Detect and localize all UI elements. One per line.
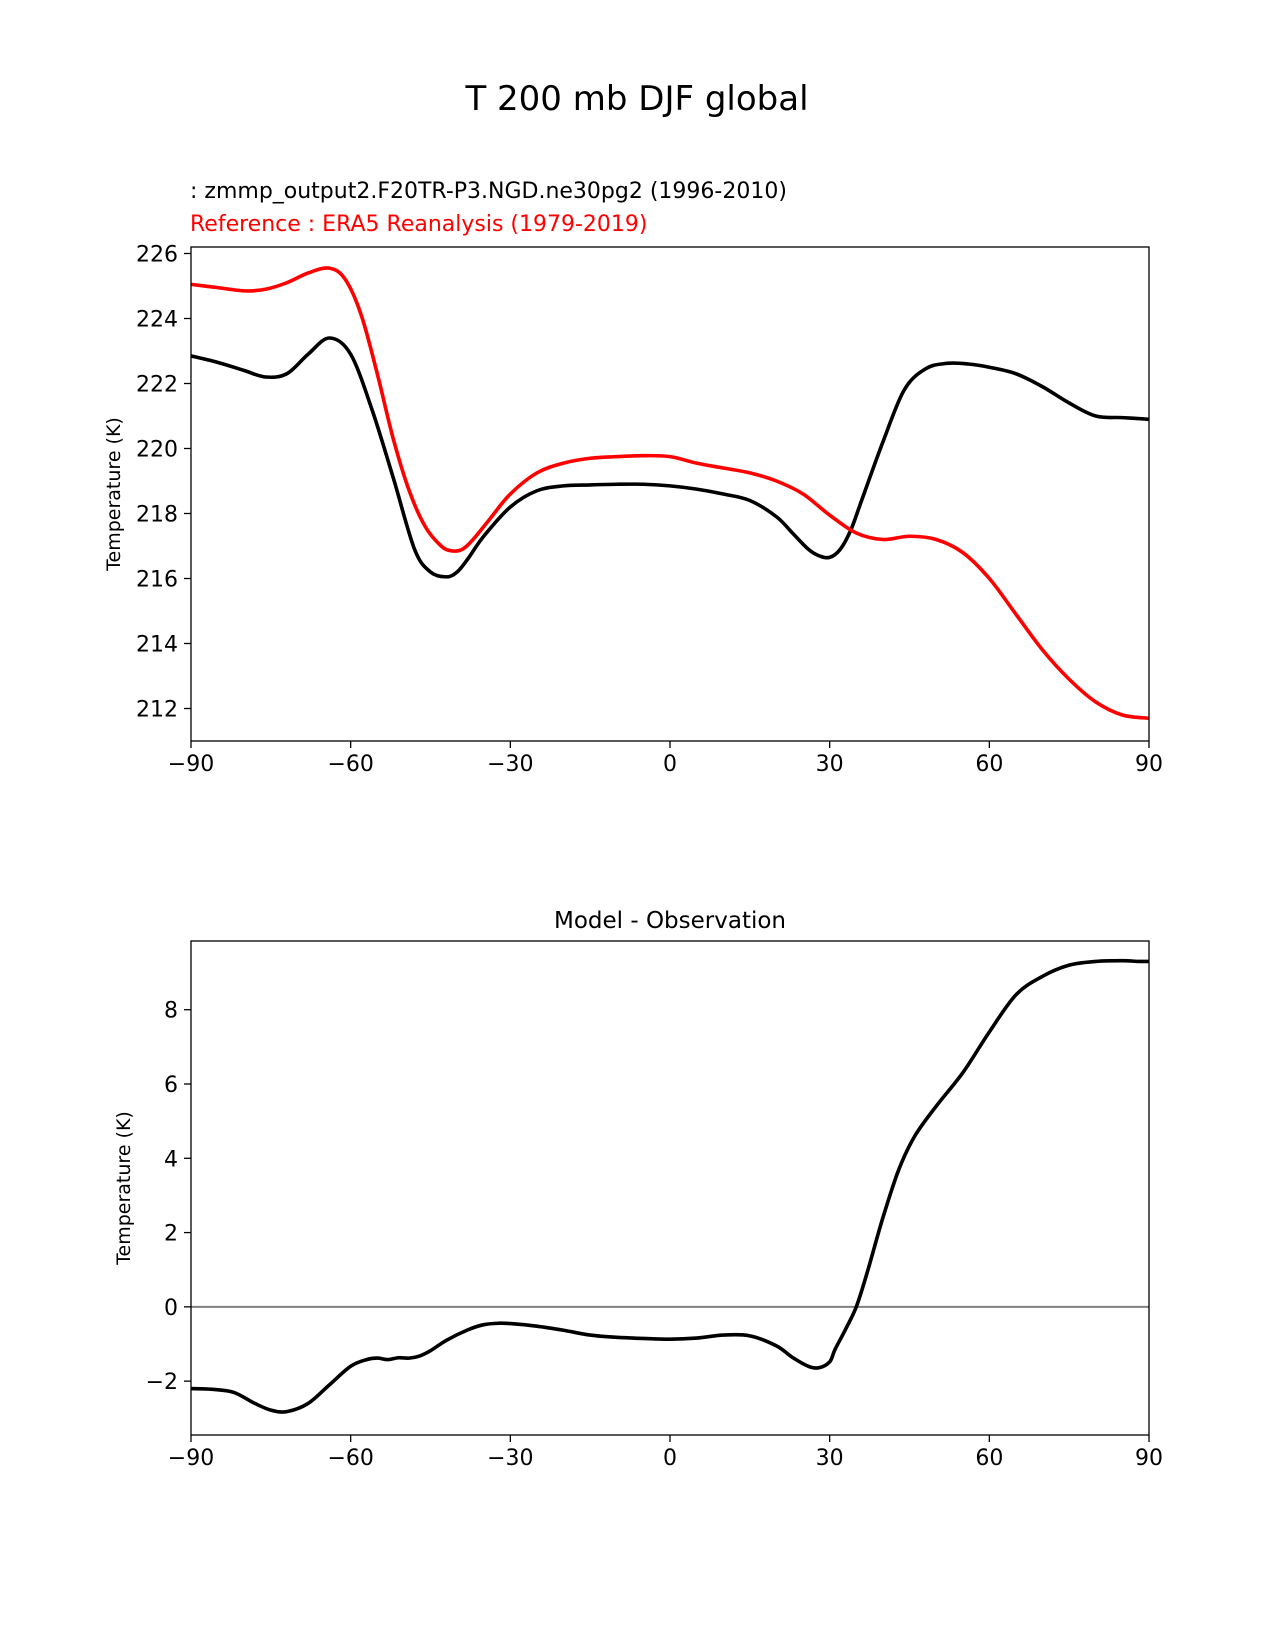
bottom-axes-frame — [190, 940, 1150, 1436]
bottom-x-tick-label: 90 — [1135, 1446, 1163, 1471]
top-series-lines — [191, 266, 1149, 721]
top-axes-frame — [190, 246, 1150, 742]
bottom-y-axis-label: Temperature (K) — [113, 1111, 135, 1266]
bottom-y-tick-label: 4 — [164, 1147, 178, 1172]
top-x-tick-label: 0 — [663, 752, 677, 777]
bottom-x-tick-label: −30 — [487, 1446, 533, 1471]
bottom-y-tick-label: 0 — [164, 1296, 178, 1321]
bottom-y-tick-label: 8 — [164, 999, 178, 1024]
bottom-y-tick-label: 6 — [164, 1073, 178, 1098]
top-x-tick-label: −60 — [327, 752, 373, 777]
top-series-reference — [191, 266, 1149, 721]
top-x-tick-label: −30 — [487, 752, 533, 777]
top-axis-ticks: −90 −60 −30 0 30 60 90 212 214 216 218 220 222 224 226 — [136, 243, 1163, 778]
top-y-tick-label: 216 — [136, 568, 178, 593]
top-y-tick-label: 226 — [136, 243, 178, 268]
top-x-tick-label: 60 — [975, 752, 1003, 777]
top-y-tick-label: 220 — [136, 438, 178, 463]
top-y-tick-label: 222 — [136, 373, 178, 398]
top-y-axis-label: Temperature (K) — [103, 417, 125, 572]
top-y-tick-label: 214 — [136, 633, 178, 658]
test-dataset-label: : zmmp_output2.F20TR-P3.NGD.ne30pg2 (199… — [190, 179, 787, 204]
top-y-tick-label: 218 — [136, 503, 178, 528]
bottom-x-tick-label: −90 — [168, 1446, 214, 1471]
top-y-tick-label: 224 — [136, 308, 178, 333]
bottom-x-tick-label: 0 — [663, 1446, 677, 1471]
difference-chart-title: Model - Observation — [554, 908, 786, 934]
bottom-series-difference — [191, 958, 1149, 1414]
reference-dataset-label: Reference : ERA5 Reanalysis (1979-2019) — [190, 212, 648, 237]
bottom-axis-ticks: −90 −60 −30 0 30 60 90 −2 0 2 4 6 8 — [146, 999, 1163, 1471]
bottom-y-tick-label: 2 — [164, 1222, 178, 1247]
top-y-tick-label: 212 — [136, 698, 178, 723]
bottom-series-lines — [191, 958, 1149, 1414]
bottom-x-tick-label: 60 — [975, 1446, 1003, 1471]
top-x-tick-label: −90 — [168, 752, 214, 777]
bottom-x-tick-label: 30 — [816, 1446, 844, 1471]
bottom-x-tick-label: −60 — [327, 1446, 373, 1471]
difference-line-chart: Model - Observation −90 −60 −30 0 30 60 90 −2 0 2… — [113, 908, 1163, 1471]
top-line-chart: : zmmp_output2.F20TR-P3.NGD.ne30pg2 (199… — [103, 179, 1163, 777]
top-x-tick-label: 30 — [816, 752, 844, 777]
bottom-y-tick-label: −2 — [146, 1370, 178, 1395]
top-series-test — [191, 336, 1149, 579]
figure-title: T 200 mb DJF global — [464, 79, 808, 119]
top-x-tick-label: 90 — [1135, 752, 1163, 777]
